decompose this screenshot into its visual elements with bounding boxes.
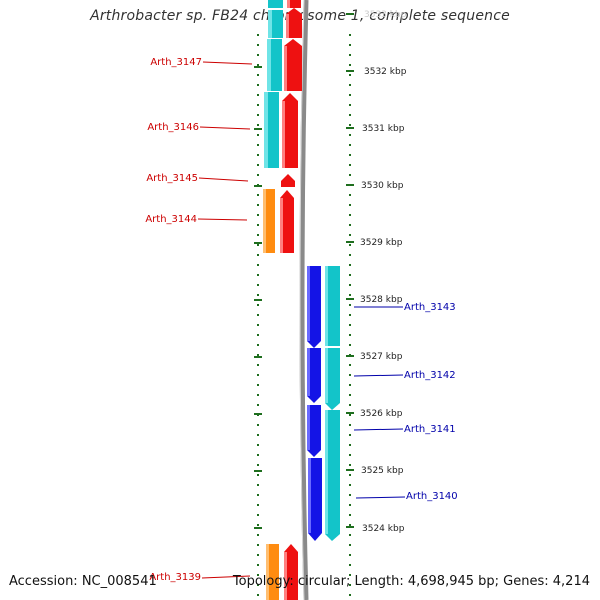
cyan-gene-track-upper: [264, 0, 283, 168]
gene-arrow[interactable]: [281, 174, 295, 187]
gene-label-arth-3139[interactable]: Arth_3139: [149, 572, 201, 583]
top-strand-gene-labels: Arth_3147 Arth_3146 Arth_3145 Arth_3144 …: [145, 57, 202, 583]
gene-label-arth-3145[interactable]: Arth_3145: [146, 173, 198, 184]
gene-block[interactable]: [325, 266, 340, 346]
kbp-label-3530: 3530 kbp: [361, 181, 404, 191]
gene-arrow[interactable]: [284, 39, 302, 91]
gene-arrow[interactable]: [325, 348, 340, 410]
sequence-info-footer: Topology: circular; Length: 4,698,945 bp…: [232, 574, 590, 589]
kbp-label-3526: 3526 kbp: [360, 409, 403, 419]
gene-label-arth-3144[interactable]: Arth_3144: [145, 214, 197, 225]
gene-arrow[interactable]: [307, 266, 321, 348]
kbp-label-3533: 3533 kbp: [364, 10, 407, 20]
gene-arrow[interactable]: [282, 93, 298, 168]
gene-label-arth-3142[interactable]: Arth_3142: [404, 370, 456, 381]
gene-block[interactable]: [268, 0, 283, 8]
top-strand-leader-lines: [197, 61, 253, 579]
gene-arrow[interactable]: [286, 8, 302, 38]
red-gene-track: [280, 0, 302, 600]
orange-gene-track: [263, 189, 279, 600]
gene-label-arth-3147[interactable]: Arth_3147: [150, 57, 202, 68]
gene-arrow[interactable]: [308, 458, 322, 541]
chromosome-backbone: [299, 0, 309, 600]
gene-block[interactable]: [287, 0, 301, 8]
kbp-label-3529: 3529 kbp: [360, 238, 403, 248]
gene-arrow[interactable]: [280, 190, 294, 253]
gene-label-arth-3146[interactable]: Arth_3146: [147, 122, 199, 133]
left-tick-track: [254, 34, 262, 600]
gene-arrow[interactable]: [325, 410, 340, 541]
gene-arrow[interactable]: [307, 405, 321, 457]
cyan-gene-track-lower: [325, 266, 340, 541]
gene-label-arth-3140[interactable]: Arth_3140: [406, 491, 458, 502]
gene-arrow[interactable]: [284, 544, 298, 600]
kbp-label-3531: 3531 kbp: [362, 124, 405, 134]
kbp-label-3532: 3532 kbp: [364, 67, 407, 77]
bottom-strand-gene-labels: Arth_3143 Arth_3142 Arth_3141 Arth_3140: [404, 302, 458, 502]
bottom-strand-leader-lines: [353, 306, 406, 499]
gene-block[interactable]: [266, 544, 279, 600]
kbp-label-3525: 3525 kbp: [361, 466, 404, 476]
accession-footer: Accession: NC_008541: [9, 574, 157, 589]
blue-gene-track: [307, 266, 322, 541]
gene-label-arth-3141[interactable]: Arth_3141: [404, 424, 456, 435]
kbp-label-3527: 3527 kbp: [360, 352, 403, 362]
kbp-label-3524: 3524 kbp: [362, 524, 405, 534]
gene-arrow[interactable]: [307, 348, 321, 403]
gene-label-arth-3143[interactable]: Arth_3143: [404, 302, 456, 313]
kbp-label-3528: 3528 kbp: [360, 295, 403, 305]
kbp-scale-labels: 3533 kbp 3532 kbp 3531 kbp 3530 kbp 3529…: [360, 10, 407, 534]
right-scale-track: [346, 13, 354, 600]
